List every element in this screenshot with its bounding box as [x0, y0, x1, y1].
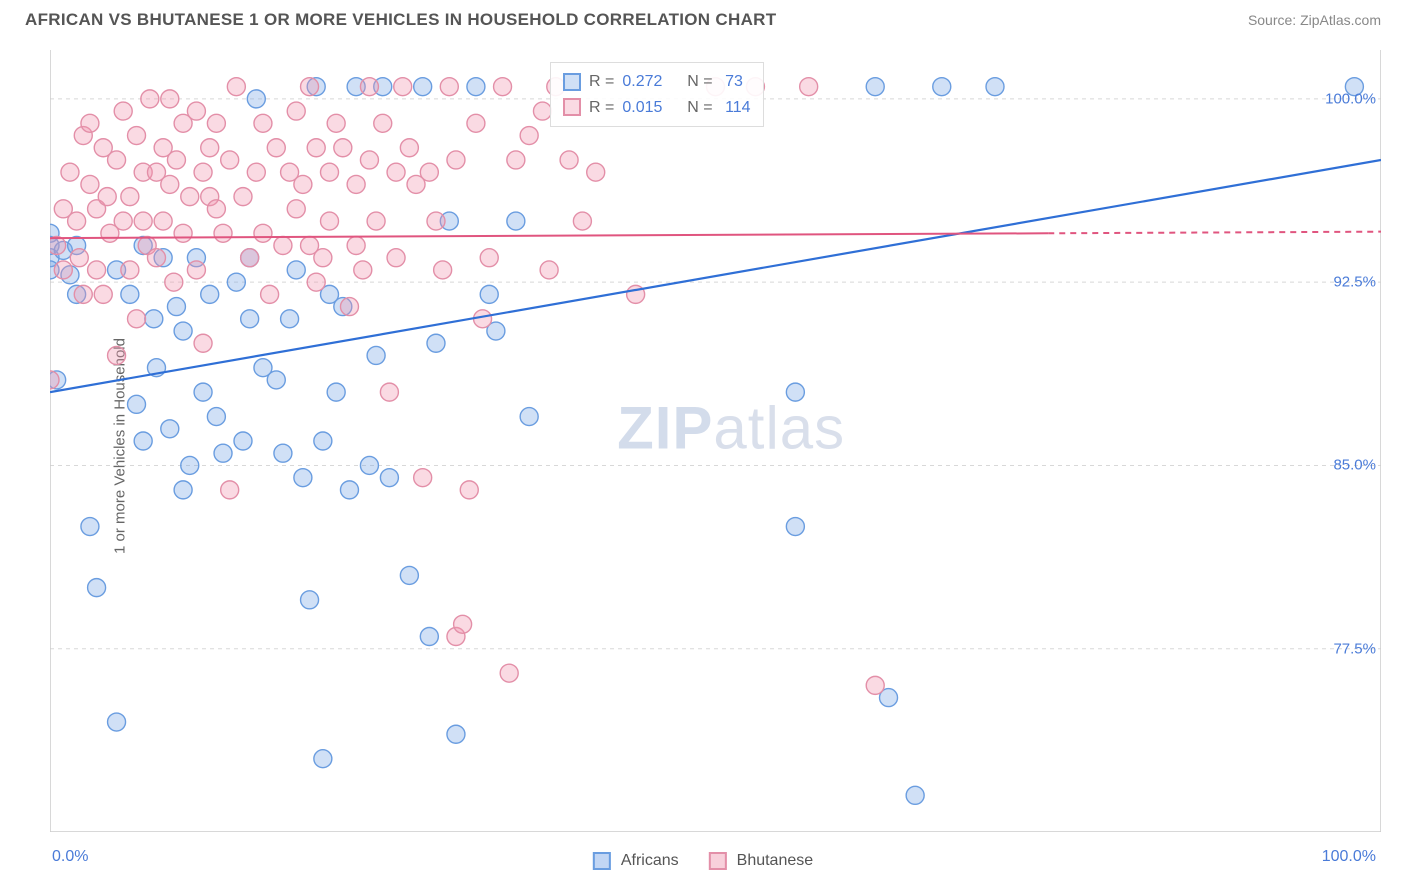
y-tick-label: 77.5%	[1333, 640, 1376, 657]
y-tick-label: 85.0%	[1333, 457, 1376, 474]
legend-stats-box: R = 0.272 N = 73 R = 0.015 N = 114	[550, 62, 764, 127]
source-attribution: Source: ZipAtlas.com	[1248, 12, 1381, 28]
legend-bottom: Africans Bhutanese	[593, 852, 813, 870]
legend-label: Africans	[621, 852, 679, 870]
x-axis-max-label: 100.0%	[1322, 848, 1376, 866]
stat-r-label: R =	[589, 69, 614, 95]
chart-area	[50, 50, 1381, 832]
legend-stat-row: R = 0.015 N = 114	[563, 95, 751, 121]
legend-stat-row: R = 0.272 N = 73	[563, 69, 751, 95]
stat-n-label: N =	[687, 69, 712, 95]
stat-r-value: 0.015	[622, 95, 662, 121]
stat-n-label: N =	[687, 95, 712, 121]
stat-n-value: 73	[721, 69, 743, 95]
y-tick-label: 92.5%	[1333, 274, 1376, 291]
header: AFRICAN VS BHUTANESE 1 OR MORE VEHICLES …	[0, 0, 1406, 35]
scatter-plot-svg	[50, 50, 1381, 832]
stat-r-label: R =	[589, 95, 614, 121]
legend-swatch	[563, 98, 581, 116]
legend-label: Bhutanese	[737, 852, 814, 870]
legend-bottom-item: Bhutanese	[709, 852, 814, 870]
chart-title: AFRICAN VS BHUTANESE 1 OR MORE VEHICLES …	[25, 10, 776, 30]
legend-swatch	[563, 73, 581, 91]
legend-bottom-item: Africans	[593, 852, 679, 870]
stat-r-value: 0.272	[622, 69, 662, 95]
stat-n-value: 114	[721, 95, 751, 121]
x-axis-min-label: 0.0%	[52, 848, 88, 866]
legend-swatch	[593, 852, 611, 870]
y-tick-label: 100.0%	[1325, 90, 1376, 107]
legend-swatch	[709, 852, 727, 870]
